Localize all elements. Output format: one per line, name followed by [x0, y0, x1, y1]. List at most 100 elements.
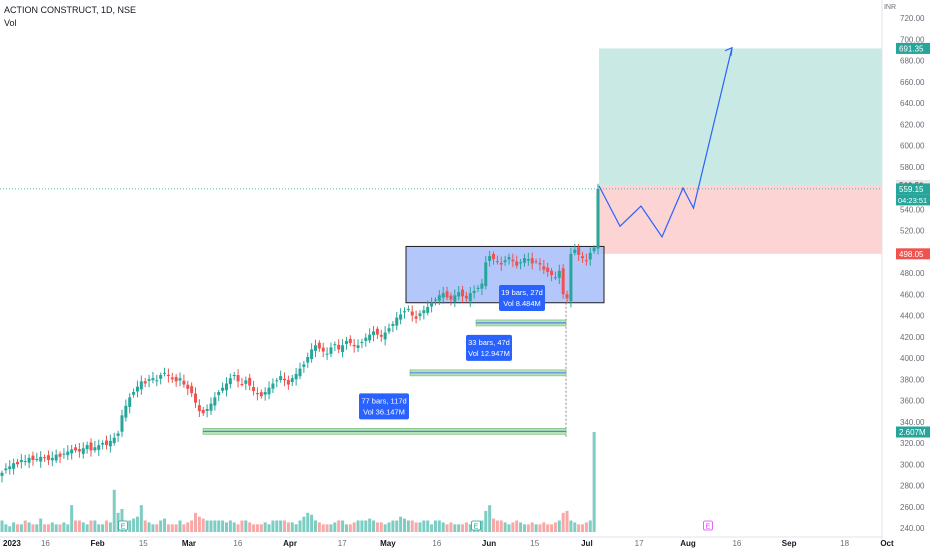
volume-bar — [372, 520, 376, 532]
volume-bar — [511, 522, 515, 532]
candle-body — [302, 364, 306, 368]
volume-bar — [344, 524, 348, 532]
time-tick-label: Sep — [782, 539, 797, 548]
candle-body — [15, 461, 19, 465]
volume-bar — [414, 522, 418, 532]
range-label-box — [466, 334, 512, 361]
volume-bar — [205, 520, 209, 532]
candle-body — [588, 252, 592, 260]
candle-body — [275, 380, 279, 382]
candle-body — [39, 456, 43, 462]
volume-bar — [213, 520, 217, 532]
range-label-volume: Vol 12.947M — [468, 349, 510, 358]
candle-body — [325, 353, 329, 355]
candle-body — [519, 262, 523, 264]
volume-bar — [352, 522, 356, 532]
candle-body — [159, 375, 163, 379]
price-tick-label: 520.00 — [900, 227, 925, 236]
candle-body — [139, 381, 143, 390]
price-tick-label: 660.00 — [900, 78, 925, 87]
stop-price-tag-bg — [896, 248, 930, 260]
time-tick-label: 16 — [732, 539, 741, 548]
price-tick-label: 600.00 — [900, 142, 925, 151]
time-tick-label: Feb — [90, 539, 104, 548]
volume-bar — [360, 520, 364, 532]
candle-body — [151, 378, 155, 381]
candle-body — [352, 344, 356, 347]
candle-body — [515, 261, 519, 266]
candle-body — [546, 267, 550, 272]
volume-bar — [364, 520, 368, 532]
volume-bar — [522, 524, 526, 532]
candle-body — [360, 342, 364, 344]
volume-bar — [492, 518, 496, 532]
volume-bar — [368, 518, 372, 532]
price-tick-label: 240.00 — [900, 524, 925, 533]
volume-bar — [480, 520, 484, 532]
candle-body — [267, 387, 271, 395]
volume-bar — [391, 520, 395, 532]
volume-bar — [27, 522, 31, 532]
candle-body — [81, 448, 85, 454]
stop-zone — [599, 185, 882, 254]
candle-body — [383, 332, 387, 340]
candle-body — [279, 376, 283, 380]
target-price-tag: 691.35 — [899, 44, 924, 53]
volume-bar — [375, 522, 379, 532]
last-price-tag-bg — [896, 183, 930, 195]
volume-bar — [143, 520, 147, 532]
candle-body — [201, 410, 205, 414]
volume-bar — [569, 520, 573, 532]
candle-body — [422, 310, 426, 314]
volume-bar — [228, 520, 232, 532]
range-label-volume: Vol 8.484M — [503, 299, 541, 308]
volume-bar — [534, 524, 538, 532]
candle-body — [337, 344, 341, 350]
candle-body — [329, 347, 333, 354]
volume-bar — [43, 524, 47, 532]
volume-bar — [348, 524, 352, 532]
stop-price-tag: 498.05 — [899, 250, 924, 259]
volume-bar — [441, 522, 445, 532]
volume-indicator-label[interactable]: Vol — [4, 18, 17, 28]
target-zone — [599, 48, 882, 186]
price-tick-label: 620.00 — [900, 120, 925, 129]
candle-body — [248, 377, 252, 386]
candle-body — [132, 392, 136, 395]
candle-body — [35, 458, 39, 460]
candle-body — [492, 253, 496, 260]
volume-bar — [341, 520, 345, 532]
volume-bar — [519, 522, 523, 532]
candle-body — [93, 447, 97, 451]
volume-bar — [337, 520, 341, 532]
volume-bar — [19, 524, 23, 532]
candle-body — [418, 313, 422, 317]
volume-bar — [387, 522, 391, 532]
candle-body — [62, 453, 66, 455]
volume-bar — [209, 520, 213, 532]
volume-bar — [275, 520, 279, 532]
symbol-title[interactable]: ACTION CONSTRUCT, 1D, NSE — [4, 5, 137, 15]
price-tick-label: 440.00 — [900, 312, 925, 321]
candle-body — [8, 466, 12, 470]
candle-body — [27, 457, 31, 463]
volume-bar — [101, 524, 105, 532]
candle-body — [526, 259, 530, 261]
volume-bar — [499, 520, 503, 532]
candle-body — [120, 415, 124, 432]
candle-body — [108, 440, 112, 447]
time-axis[interactable]: 2023 16 Feb 15 Mar 16 Apr 17 May 16 Jun 15 Jul 17 Aug 1… — [0, 536, 894, 548]
volume-bar — [166, 524, 170, 532]
candle-body — [449, 295, 453, 300]
volume-bar — [62, 522, 66, 532]
volume-bar — [306, 512, 310, 532]
volume-bar — [317, 522, 321, 532]
time-tick-label: 17 — [338, 539, 347, 548]
candle-body — [569, 253, 573, 302]
candle-body — [166, 374, 170, 377]
price-tick-label: 300.00 — [900, 460, 925, 469]
candle-body — [414, 316, 418, 319]
volume-bar — [178, 520, 182, 532]
candle-body — [538, 262, 542, 265]
